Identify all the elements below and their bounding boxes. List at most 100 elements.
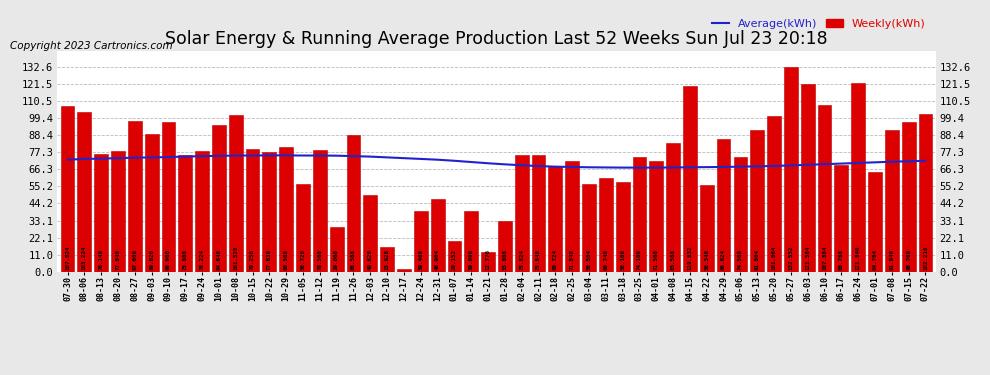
Bar bbox=[397, 269, 411, 272]
Bar bbox=[178, 155, 192, 272]
Text: 12.776: 12.776 bbox=[485, 249, 491, 270]
Bar bbox=[431, 199, 445, 272]
Bar bbox=[414, 211, 428, 272]
Bar bbox=[565, 161, 579, 272]
Text: 15.928: 15.928 bbox=[385, 249, 390, 270]
Text: 132.552: 132.552 bbox=[788, 245, 793, 270]
Bar bbox=[60, 106, 74, 272]
Text: 74.106: 74.106 bbox=[637, 249, 642, 270]
Bar bbox=[262, 152, 276, 272]
Bar bbox=[616, 182, 630, 272]
Bar bbox=[380, 247, 394, 272]
Text: 56.584: 56.584 bbox=[586, 249, 591, 270]
Text: 77.636: 77.636 bbox=[267, 249, 272, 270]
Text: 29.068: 29.068 bbox=[335, 249, 340, 270]
Bar bbox=[77, 112, 91, 272]
Bar bbox=[94, 154, 108, 272]
Bar bbox=[296, 184, 310, 272]
Text: 107.024: 107.024 bbox=[65, 245, 70, 270]
Bar bbox=[128, 121, 142, 272]
Text: 39.468: 39.468 bbox=[419, 249, 424, 270]
Bar bbox=[548, 165, 562, 272]
Text: 71.568: 71.568 bbox=[653, 249, 658, 270]
Bar bbox=[532, 154, 545, 272]
Bar bbox=[212, 125, 226, 272]
Text: 86.024: 86.024 bbox=[721, 249, 726, 270]
Text: 89.020: 89.020 bbox=[149, 249, 154, 270]
Bar bbox=[145, 134, 158, 272]
Bar bbox=[161, 122, 175, 272]
Text: 60.748: 60.748 bbox=[603, 249, 608, 270]
Text: 58.108: 58.108 bbox=[620, 249, 625, 270]
Bar bbox=[734, 156, 747, 272]
Bar bbox=[700, 185, 714, 272]
Text: 97.608: 97.608 bbox=[133, 249, 138, 270]
Text: 83.568: 83.568 bbox=[670, 249, 675, 270]
Bar bbox=[868, 172, 882, 272]
Bar bbox=[666, 142, 680, 272]
Bar bbox=[784, 67, 798, 272]
Bar bbox=[464, 211, 478, 272]
Bar bbox=[599, 178, 613, 272]
Text: 75.608: 75.608 bbox=[183, 249, 188, 270]
Text: 96.760: 96.760 bbox=[906, 249, 911, 270]
Bar bbox=[801, 84, 815, 272]
Bar bbox=[750, 130, 764, 272]
Bar bbox=[767, 116, 781, 272]
Text: 75.824: 75.824 bbox=[519, 249, 525, 270]
Bar bbox=[818, 105, 832, 272]
Bar bbox=[649, 161, 663, 272]
Text: 49.628: 49.628 bbox=[368, 249, 373, 270]
Bar bbox=[582, 184, 596, 272]
Text: 39.096: 39.096 bbox=[468, 249, 474, 270]
Text: 77.848: 77.848 bbox=[116, 249, 121, 270]
Bar bbox=[313, 150, 327, 272]
Text: 33.008: 33.008 bbox=[502, 249, 508, 270]
Text: 76.148: 76.148 bbox=[99, 249, 104, 270]
Bar bbox=[919, 114, 933, 272]
Text: 94.648: 94.648 bbox=[217, 249, 222, 270]
Text: 79.256: 79.256 bbox=[250, 249, 255, 270]
Text: 78.568: 78.568 bbox=[318, 249, 323, 270]
Bar bbox=[279, 147, 293, 272]
Text: 101.064: 101.064 bbox=[771, 245, 776, 270]
Bar bbox=[717, 139, 731, 272]
Bar bbox=[447, 241, 461, 272]
Bar bbox=[515, 154, 529, 272]
Bar bbox=[902, 122, 916, 272]
Bar bbox=[835, 165, 848, 272]
Text: 20.152: 20.152 bbox=[451, 249, 457, 270]
Text: 96.960: 96.960 bbox=[166, 249, 171, 270]
Text: 46.964: 46.964 bbox=[436, 249, 441, 270]
Text: 64.704: 64.704 bbox=[872, 249, 877, 270]
Text: 102.216: 102.216 bbox=[923, 245, 928, 270]
Bar bbox=[111, 152, 125, 272]
Text: 68.768: 68.768 bbox=[839, 249, 843, 270]
Text: 56.348: 56.348 bbox=[704, 249, 709, 270]
Text: 91.864: 91.864 bbox=[754, 249, 759, 270]
Text: 107.884: 107.884 bbox=[822, 245, 827, 270]
Legend: Average(kWh), Weekly(kWh): Average(kWh), Weekly(kWh) bbox=[713, 19, 926, 28]
Text: 75.848: 75.848 bbox=[536, 249, 542, 270]
Text: 101.528: 101.528 bbox=[234, 245, 239, 270]
Text: 91.946: 91.946 bbox=[889, 249, 894, 270]
Text: 71.848: 71.848 bbox=[569, 249, 574, 270]
Text: 121.840: 121.840 bbox=[855, 245, 860, 270]
Bar bbox=[195, 151, 209, 272]
Text: 88.568: 88.568 bbox=[351, 249, 356, 270]
Text: 78.224: 78.224 bbox=[200, 249, 205, 270]
Bar bbox=[229, 115, 243, 272]
Text: 119.832: 119.832 bbox=[687, 245, 692, 270]
Text: 103.224: 103.224 bbox=[82, 245, 87, 270]
Bar bbox=[330, 227, 344, 272]
Bar bbox=[481, 252, 495, 272]
Bar bbox=[498, 221, 512, 272]
Text: Copyright 2023 Cartronics.com: Copyright 2023 Cartronics.com bbox=[10, 41, 172, 51]
Text: 74.568: 74.568 bbox=[738, 249, 742, 270]
Text: 121.584: 121.584 bbox=[805, 245, 810, 270]
Text: 80.568: 80.568 bbox=[284, 249, 289, 270]
Text: 56.728: 56.728 bbox=[301, 249, 306, 270]
Bar bbox=[851, 83, 865, 272]
Title: Solar Energy & Running Average Production Last 52 Weeks Sun Jul 23 20:18: Solar Energy & Running Average Productio… bbox=[165, 30, 828, 48]
Bar bbox=[363, 195, 377, 272]
